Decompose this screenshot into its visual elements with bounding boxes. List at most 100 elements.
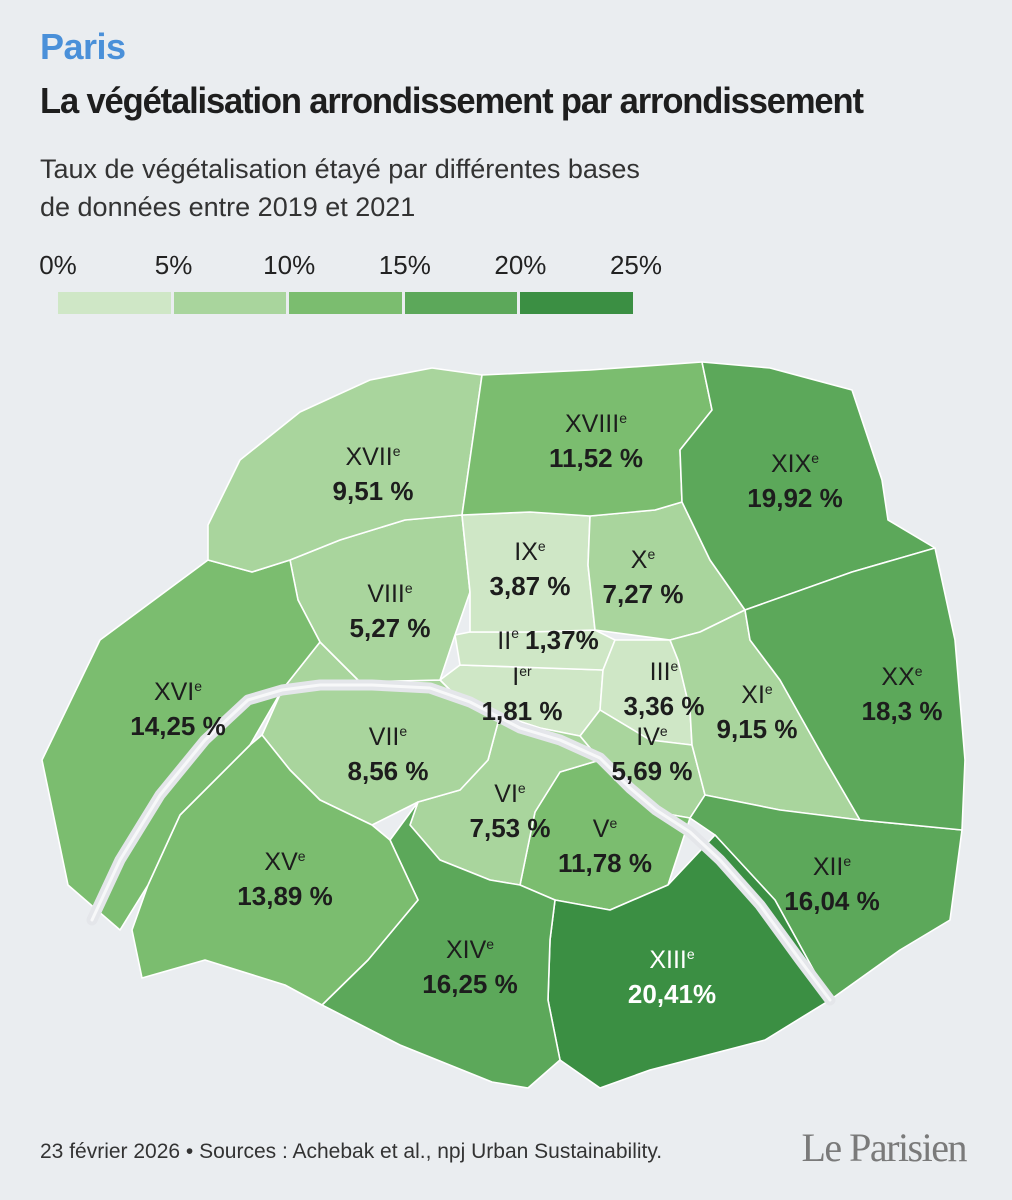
numeral-text: VI xyxy=(494,780,518,808)
subtitle-line-2: de données entre 2019 et 2021 xyxy=(40,192,416,222)
legend-bin-15-20 xyxy=(404,292,518,314)
district-xvi xyxy=(41,559,321,931)
district-shapes xyxy=(41,361,966,1089)
district-value: 8,56 % xyxy=(347,756,429,786)
district-value: 9,15 % xyxy=(716,714,798,744)
source-note: 23 février 2026 • Sources : Achebak et a… xyxy=(40,1140,663,1163)
district-value: 3,87 % xyxy=(489,571,571,601)
numeral-text: XVII xyxy=(345,443,393,471)
district-label-xvi: XVIe 14,25 % xyxy=(130,678,226,741)
page-title: La végétalisation arrondissement par arr… xyxy=(40,80,864,121)
numeral-suffix: e xyxy=(811,450,820,466)
district-label-xix: XIXe 19,92 % xyxy=(747,450,843,513)
district-value: 20,41% xyxy=(627,979,717,1009)
district-numeral: XIIIe xyxy=(628,946,716,974)
district-numeral: VIe xyxy=(470,780,551,808)
district-label-ix: IXe 3,87 % xyxy=(489,538,571,601)
numeral-text: VIII xyxy=(367,580,405,608)
district-numeral: XIVe xyxy=(422,936,517,964)
district-value: 13,89 % xyxy=(237,881,333,911)
legend-tick-label: 5% xyxy=(154,250,193,280)
district-numeral: IIe xyxy=(497,625,519,655)
district-label-vi: VIe 7,53 % xyxy=(469,780,551,843)
district-numeral: IXe xyxy=(490,538,571,566)
district-label-xx: XXe 18,3 % xyxy=(862,663,943,724)
district-label-xiv: XIVe 16,25 % xyxy=(422,936,518,999)
district-value: 14,25 % xyxy=(130,711,226,741)
legend-tick-label: 25% xyxy=(609,250,663,280)
district-value: 7,53 % xyxy=(469,813,551,843)
district-numeral: XVIIIe xyxy=(549,410,643,438)
district-numeral: XVe xyxy=(237,848,332,876)
numeral-text: III xyxy=(649,658,671,686)
district-numeral: XIe xyxy=(717,681,798,709)
numeral-text: XI xyxy=(741,681,765,709)
numeral-suffix: e xyxy=(764,681,773,697)
district-numeral: IIIe xyxy=(624,658,705,686)
district-label-iv: IVe 5,69 % xyxy=(612,723,693,784)
numeral-suffix: e xyxy=(914,663,923,679)
district-label-x: Xe 7,27 % xyxy=(602,546,684,609)
numeral-suffix: e xyxy=(537,538,546,554)
district-label-xv: XVe 13,89 % xyxy=(237,848,333,911)
numeral-suffix: e xyxy=(194,678,203,694)
district-value: 16,04 % xyxy=(784,886,880,916)
district-value: 11,78 % xyxy=(558,848,652,878)
numeral-suffix: e xyxy=(511,625,519,641)
legend-tick-label: 15% xyxy=(378,250,431,280)
district-value: 16,25 % xyxy=(422,969,518,999)
district-label-xiii: XIIIe 20,41% xyxy=(627,946,717,1009)
district-label-vii: VIIe 8,56 % xyxy=(347,723,429,786)
numeral-suffix: e xyxy=(486,936,495,952)
legend-bin-5-10 xyxy=(173,292,287,314)
numeral-text: XVI xyxy=(153,678,195,706)
district-numeral: XXe xyxy=(862,663,943,690)
numeral-suffix: e xyxy=(404,580,413,596)
numeral-suffix: e xyxy=(843,853,852,869)
le-parisien-logo: Le Parisien xyxy=(801,1125,967,1170)
numeral-text: IV xyxy=(636,723,660,751)
district-value: 19,92 % xyxy=(747,483,843,513)
district-value: 5,27 % xyxy=(349,613,431,643)
district-numeral: XVIe xyxy=(130,678,225,706)
numeral-suffix: er xyxy=(519,663,532,679)
numeral-text: XII xyxy=(812,853,844,881)
district-label-i: Ier 1,81 % xyxy=(481,663,563,726)
district-numeral: XIXe xyxy=(747,450,842,477)
numeral-suffix: e xyxy=(399,723,408,739)
legend-bin-0-5 xyxy=(58,292,171,314)
legend-tick-label: 10% xyxy=(263,250,316,280)
numeral-text: XV xyxy=(264,848,298,876)
numeral-text: XIII xyxy=(649,946,687,974)
district-label-xi: XIe 9,15 % xyxy=(716,681,798,744)
numeral-suffix: e xyxy=(659,723,668,739)
numeral-suffix: e xyxy=(392,443,401,459)
district-numeral: VIIe xyxy=(348,723,429,751)
district-xx xyxy=(744,547,966,831)
district-numeral: Ve xyxy=(558,815,652,843)
district-label-ii: IIe 1,37% xyxy=(497,625,598,655)
numeral-suffix: e xyxy=(609,815,618,831)
district-value: 9,51 % xyxy=(332,476,414,506)
numeral-text: II xyxy=(497,627,512,655)
kicker: Paris xyxy=(40,26,126,67)
district-value: 1,81 % xyxy=(481,696,563,726)
numeral-text: X xyxy=(630,546,648,574)
numeral-text: V xyxy=(592,815,610,843)
color-legend: 0% 5% 10% 15% 20% 25% xyxy=(39,250,663,320)
district-label-xii: XIIe 16,04 % xyxy=(784,853,880,916)
paris-map: Ier 1,81 % IIe 1,37% IIIe 3,36 % IVe 5,69 % Ve 11… xyxy=(0,340,1012,1120)
district-numeral: VIIIe xyxy=(350,580,431,608)
district-label-viii: VIIIe 5,27 % xyxy=(349,580,431,643)
district-label-xviii: XVIIIe 11,52 % xyxy=(549,410,643,473)
numeral-text: IX xyxy=(514,538,538,566)
numeral-text: XVIII xyxy=(565,410,620,438)
legend-tick-label: 20% xyxy=(494,250,547,280)
district-value: 7,27 % xyxy=(602,579,684,609)
district-value: 11,52 % xyxy=(549,443,643,473)
numeral-suffix: e xyxy=(619,410,627,426)
numeral-text: VII xyxy=(368,723,400,751)
numeral-text: XIV xyxy=(445,936,487,964)
district-numeral: XIIe xyxy=(784,853,879,881)
district-label-v: Ve 11,78 % xyxy=(558,815,652,878)
